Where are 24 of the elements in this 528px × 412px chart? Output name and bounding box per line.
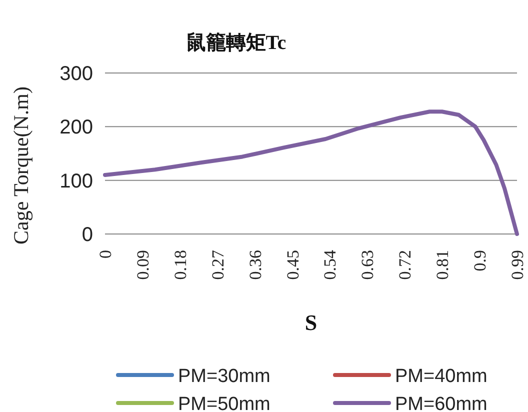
x-tick-label: 0.09	[133, 250, 152, 280]
line-series	[103, 110, 519, 236]
y-axis-title: Cage Torque(N.m)	[9, 86, 33, 244]
x-tick-label: 0.54	[320, 250, 340, 280]
x-axis-title: S	[304, 310, 318, 335]
x-tick-label: 0.18	[170, 250, 190, 280]
x-tick-label: 0.63	[358, 250, 378, 280]
legend-label: PM=50mm	[178, 394, 270, 412]
x-tick-label: 0.99	[508, 250, 527, 280]
y-tick-label: 300	[60, 63, 93, 85]
x-tick-label: 0.45	[283, 250, 302, 280]
chart-title: 鼠籠轉矩Tc	[186, 32, 286, 54]
x-tick-label: 0.27	[208, 250, 228, 280]
y-tick-label: 0	[82, 224, 93, 246]
x-tick-label: 0.36	[246, 250, 265, 280]
y-tick-label: 100	[60, 170, 93, 192]
x-tick-label: 0.81	[433, 250, 452, 280]
y-tick-label: 200	[60, 116, 93, 139]
legend-label: PM=60mm	[395, 394, 488, 412]
legend-label: PM=30mm	[178, 366, 270, 387]
x-tick-label: 0	[96, 250, 115, 258]
x-tick-label: 0.72	[396, 250, 415, 280]
legend-label: PM=40mm	[395, 366, 488, 387]
x-tick-label: 0.9	[470, 250, 490, 272]
